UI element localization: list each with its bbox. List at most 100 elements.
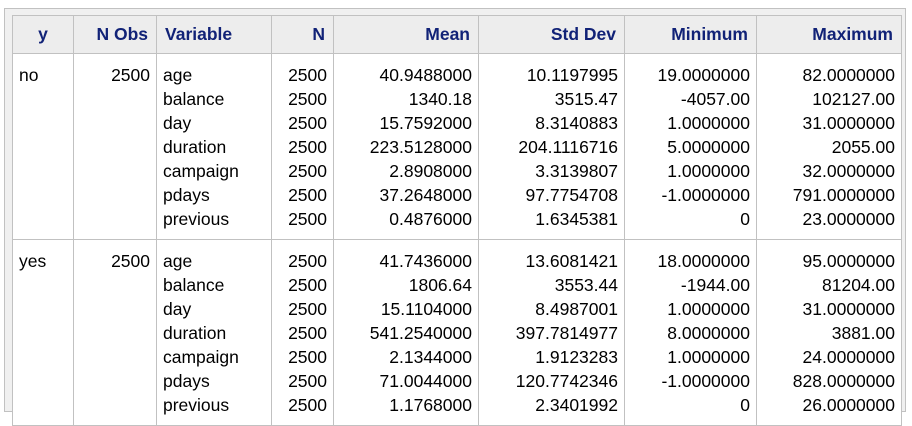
- minimum-value: 8.0000000: [667, 323, 750, 343]
- variable-cell: age balance day duration campaign pdays previo…: [156, 53, 272, 240]
- mean-cell: 40.9488000 1340.18 15.7592000 223.5128000 2.…: [333, 53, 479, 240]
- std-dev-value: 1.6345381: [535, 209, 618, 229]
- mean-value: 223.5128000: [369, 137, 472, 157]
- column-header-minimum: Minimum: [624, 15, 757, 54]
- minimum-value: -1944.00: [680, 275, 750, 295]
- y-value-cell: no: [12, 53, 74, 240]
- std-dev-value: 8.3140883: [535, 113, 618, 133]
- std-dev-value: 13.6081421: [525, 251, 618, 271]
- variable-value: campaign: [163, 347, 239, 367]
- maximum-value: 24.0000000: [802, 347, 895, 367]
- maximum-value: 2055.00: [831, 137, 895, 157]
- n-value: 2500: [288, 347, 327, 367]
- std-dev-value: 2.3401992: [535, 395, 618, 415]
- minimum-value: 1.0000000: [667, 113, 750, 133]
- variable-value: day: [163, 113, 192, 133]
- n-value: 2500: [288, 275, 327, 295]
- maximum-value: 26.0000000: [802, 395, 895, 415]
- variable-value: day: [163, 299, 192, 319]
- minimum-value: 1.0000000: [667, 347, 750, 367]
- column-header-n-obs: N Obs: [73, 15, 157, 54]
- maximum-value: 32.0000000: [802, 161, 895, 181]
- variable-value: pdays: [163, 185, 210, 205]
- std-dev-value: 3553.44: [554, 275, 618, 295]
- mean-value: 37.2648000: [379, 185, 472, 205]
- n-value: 2500: [288, 65, 327, 85]
- variable-value: balance: [163, 275, 225, 295]
- maximum-value: 102127.00: [812, 89, 895, 109]
- minimum-value: 5.0000000: [667, 137, 750, 157]
- minimum-value: 18.0000000: [657, 251, 750, 271]
- maximum-value: 828.0000000: [792, 371, 895, 391]
- mean-cell: 41.7436000 1806.64 15.1104000 541.2540000 2.…: [333, 239, 479, 426]
- mean-value: 2.8908000: [389, 161, 472, 181]
- std-dev-value: 397.7814977: [515, 323, 618, 343]
- group-row-no: no 2500 age balance day duration campaign pdays…: [12, 53, 902, 240]
- group-row-yes: yes 2500 age balance day duration campaign pday…: [12, 239, 902, 426]
- minimum-value: 19.0000000: [657, 65, 750, 85]
- std-dev-cell: 13.6081421 3553.44 8.4987001 397.7814977 1.9…: [478, 239, 625, 426]
- n-value: 2500: [288, 251, 327, 271]
- column-header-variable: Variable: [156, 15, 272, 54]
- n-value: 2500: [288, 371, 327, 391]
- variable-value: balance: [163, 89, 225, 109]
- n-value: 2500: [288, 161, 327, 181]
- maximum-value: 31.0000000: [802, 113, 895, 133]
- table-body: no 2500 age balance day duration campaign pdays…: [12, 53, 902, 426]
- mean-value: 71.0044000: [379, 371, 472, 391]
- minimum-value: -4057.00: [680, 89, 750, 109]
- maximum-value: 23.0000000: [802, 209, 895, 229]
- column-header-y: y: [12, 15, 74, 54]
- variable-value: age: [163, 65, 193, 85]
- column-header-mean: Mean: [333, 15, 479, 54]
- n-value: 2500: [288, 395, 327, 415]
- mean-value: 15.7592000: [379, 113, 472, 133]
- n-obs-cell: 2500: [73, 239, 157, 426]
- summary-statistics-table: y N Obs Variable N Mean Std Dev Minimum …: [12, 15, 902, 426]
- std-dev-value: 97.7754708: [525, 185, 618, 205]
- std-dev-value: 1.9123283: [535, 347, 618, 367]
- variable-value: campaign: [163, 161, 239, 181]
- maximum-cell: 82.0000000 102127.00 31.0000000 2055.00 32.0…: [756, 53, 902, 240]
- minimum-value: -1.0000000: [661, 185, 750, 205]
- n-value: 2500: [288, 323, 327, 343]
- std-dev-value: 3515.47: [554, 89, 618, 109]
- std-dev-value: 204.1116716: [518, 137, 618, 157]
- minimum-cell: 19.0000000 -4057.00 1.0000000 5.0000000 1.00…: [624, 53, 757, 240]
- column-header-maximum: Maximum: [756, 15, 902, 54]
- column-header-n: N: [271, 15, 334, 54]
- mean-value: 15.1104000: [380, 299, 472, 319]
- std-dev-value: 8.4987001: [535, 299, 618, 319]
- maximum-value: 82.0000000: [802, 65, 895, 85]
- n-value: 2500: [288, 113, 327, 133]
- mean-value: 1340.18: [408, 89, 472, 109]
- minimum-cell: 18.0000000 -1944.00 1.0000000 8.0000000 1.00…: [624, 239, 757, 426]
- maximum-value: 31.0000000: [802, 299, 895, 319]
- mean-value: 41.7436000: [379, 251, 472, 271]
- std-dev-value: 10.1197995: [526, 65, 618, 85]
- maximum-cell: 95.0000000 81204.00 31.0000000 3881.00 24.00…: [756, 239, 902, 426]
- n-cell: 2500 2500 2500 2500 2500 2500 2500: [271, 239, 334, 426]
- minimum-value: 1.0000000: [667, 299, 750, 319]
- maximum-value: 95.0000000: [802, 251, 895, 271]
- variable-cell: age balance day duration campaign pdays previo…: [156, 239, 272, 426]
- n-value: 2500: [288, 89, 327, 109]
- header-row: y N Obs Variable N Mean Std Dev Minimum …: [12, 15, 902, 54]
- n-obs-cell: 2500: [73, 53, 157, 240]
- variable-value: age: [163, 251, 193, 271]
- maximum-value: 3881.00: [831, 323, 895, 343]
- n-cell: 2500 2500 2500 2500 2500 2500 2500: [271, 53, 334, 240]
- table-frame: y N Obs Variable N Mean Std Dev Minimum …: [4, 8, 906, 426]
- mean-value: 541.2540000: [369, 323, 472, 343]
- mean-value: 1806.64: [408, 275, 472, 295]
- mean-value: 40.9488000: [379, 65, 472, 85]
- maximum-value: 791.0000000: [792, 185, 895, 205]
- variable-value: duration: [163, 137, 227, 157]
- mean-value: 2.1344000: [389, 347, 472, 367]
- minimum-value: 0: [740, 209, 750, 229]
- n-value: 2500: [288, 299, 327, 319]
- minimum-value: 1.0000000: [667, 161, 750, 181]
- column-header-std-dev: Std Dev: [478, 15, 625, 54]
- std-dev-cell: 10.1197995 3515.47 8.3140883 204.1116716 3.3…: [478, 53, 625, 240]
- minimum-value: -1.0000000: [661, 371, 750, 391]
